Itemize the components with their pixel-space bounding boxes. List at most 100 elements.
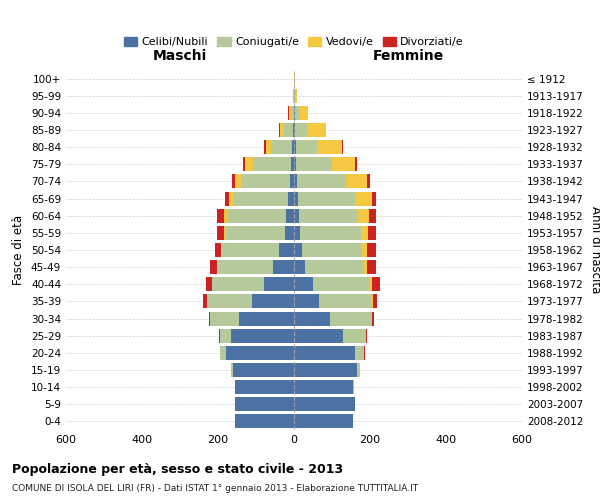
- Bar: [346, 174, 367, 188]
- Bar: [220, 328, 232, 342]
- Bar: [293, 123, 294, 137]
- Bar: [235, 174, 241, 188]
- Bar: [362, 243, 367, 257]
- Bar: [229, 192, 233, 205]
- Text: Maschi: Maschi: [153, 49, 207, 63]
- Bar: [220, 346, 226, 360]
- Bar: [355, 346, 364, 360]
- Bar: [286, 208, 294, 222]
- Bar: [232, 328, 294, 342]
- Bar: [356, 363, 360, 377]
- Bar: [206, 278, 212, 291]
- Bar: [241, 174, 290, 188]
- Bar: [235, 398, 294, 411]
- Bar: [221, 243, 222, 257]
- Bar: [279, 243, 294, 257]
- Bar: [295, 123, 307, 137]
- Bar: [293, 88, 294, 102]
- Bar: [226, 346, 294, 360]
- Bar: [373, 294, 377, 308]
- Bar: [298, 192, 355, 205]
- Bar: [232, 363, 233, 377]
- Bar: [263, 278, 294, 291]
- Bar: [290, 106, 293, 120]
- Bar: [366, 328, 367, 342]
- Bar: [235, 380, 294, 394]
- Bar: [279, 123, 280, 137]
- Bar: [361, 226, 368, 240]
- Bar: [294, 192, 298, 205]
- Bar: [294, 414, 353, 428]
- Legend: Celibi/Nubili, Coniugati/e, Vedovi/e, Divorziati/e: Celibi/Nubili, Coniugati/e, Vedovi/e, Di…: [119, 32, 469, 52]
- Bar: [253, 158, 291, 172]
- Bar: [358, 208, 369, 222]
- Bar: [212, 278, 263, 291]
- Bar: [364, 260, 367, 274]
- Bar: [222, 243, 279, 257]
- Bar: [218, 260, 273, 274]
- Bar: [313, 278, 370, 291]
- Bar: [294, 72, 295, 86]
- Bar: [294, 380, 353, 394]
- Bar: [372, 278, 380, 291]
- Bar: [368, 226, 376, 240]
- Bar: [224, 208, 227, 222]
- Bar: [217, 260, 218, 274]
- Bar: [294, 226, 300, 240]
- Bar: [245, 158, 253, 172]
- Bar: [355, 192, 372, 205]
- Bar: [296, 140, 317, 154]
- Bar: [341, 140, 343, 154]
- Bar: [219, 328, 220, 342]
- Bar: [217, 208, 224, 222]
- Bar: [239, 312, 294, 326]
- Bar: [206, 294, 252, 308]
- Bar: [209, 312, 211, 326]
- Bar: [294, 363, 356, 377]
- Bar: [211, 312, 239, 326]
- Bar: [317, 140, 341, 154]
- Bar: [233, 363, 294, 377]
- Bar: [273, 260, 294, 274]
- Bar: [265, 140, 271, 154]
- Bar: [355, 158, 356, 172]
- Bar: [372, 294, 373, 308]
- Bar: [372, 312, 374, 326]
- Bar: [294, 346, 355, 360]
- Bar: [203, 294, 206, 308]
- Bar: [294, 174, 297, 188]
- Bar: [369, 208, 376, 222]
- Bar: [330, 312, 372, 326]
- Bar: [319, 294, 372, 308]
- Bar: [296, 158, 332, 172]
- Bar: [244, 158, 245, 172]
- Bar: [224, 226, 226, 240]
- Bar: [226, 226, 284, 240]
- Bar: [289, 106, 290, 120]
- Bar: [252, 294, 294, 308]
- Y-axis label: Anni di nascita: Anni di nascita: [589, 206, 600, 294]
- Bar: [302, 243, 362, 257]
- Bar: [294, 88, 295, 102]
- Bar: [294, 260, 305, 274]
- Bar: [294, 208, 299, 222]
- Text: COMUNE DI ISOLA DEL LIRI (FR) - Dati ISTAT 1° gennaio 2013 - Elaborazione TUTTIT: COMUNE DI ISOLA DEL LIRI (FR) - Dati IST…: [12, 484, 418, 493]
- Bar: [307, 123, 326, 137]
- Bar: [209, 260, 217, 274]
- Bar: [332, 158, 355, 172]
- Bar: [294, 328, 343, 342]
- Bar: [215, 243, 221, 257]
- Bar: [300, 226, 361, 240]
- Bar: [294, 140, 296, 154]
- Bar: [295, 88, 296, 102]
- Bar: [294, 243, 302, 257]
- Bar: [305, 260, 364, 274]
- Bar: [294, 278, 313, 291]
- Bar: [289, 192, 294, 205]
- Bar: [227, 208, 286, 222]
- Bar: [292, 140, 294, 154]
- Bar: [290, 174, 294, 188]
- Bar: [284, 226, 294, 240]
- Bar: [294, 123, 295, 137]
- Bar: [294, 294, 319, 308]
